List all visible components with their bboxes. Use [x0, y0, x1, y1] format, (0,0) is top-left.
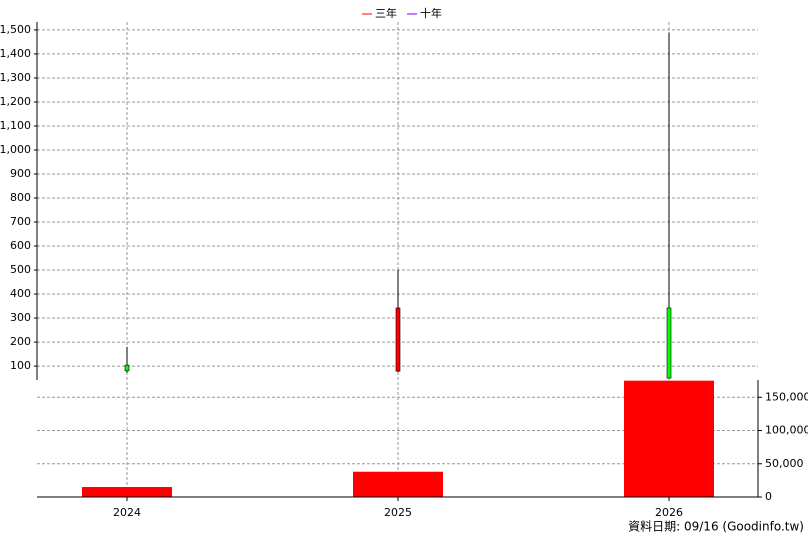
- y-tick-label: 900: [10, 167, 31, 180]
- y-tick-label: 400: [10, 287, 31, 300]
- x-tick-label: 2025: [384, 506, 412, 519]
- y2-tick-label: 100,000: [765, 424, 808, 437]
- y-tick-label: 700: [10, 215, 31, 228]
- y-tick-label: 800: [10, 191, 31, 204]
- volume-bar: [624, 380, 714, 497]
- x-tick-label: 2024: [113, 506, 141, 519]
- candle-body: [666, 307, 672, 379]
- y2-tick-label: 0: [765, 490, 772, 503]
- y-tick-label: 500: [10, 263, 31, 276]
- y-tick-label: 100: [10, 359, 31, 372]
- candle-body: [124, 364, 130, 372]
- y-tick-label: 1,400: [0, 47, 31, 60]
- y-tick-label: 1,300: [0, 71, 31, 84]
- legend-label: 十年: [420, 6, 442, 20]
- y-tick-label: 200: [10, 335, 31, 348]
- volume-bar: [82, 487, 172, 497]
- legend-label: 三年: [375, 6, 397, 20]
- y-tick-label: 1,000: [0, 143, 31, 156]
- y2-tick-label: 50,000: [765, 457, 804, 470]
- candle-body: [395, 307, 401, 372]
- y-tick-label: 600: [10, 239, 31, 252]
- footnote: 資料日期: 09/16 (Goodinfo.tw): [628, 520, 804, 534]
- y-tick-label: 1,100: [0, 119, 31, 132]
- y2-tick-label: 150,000: [765, 390, 808, 403]
- volume-bar: [353, 471, 443, 497]
- y-tick-label: 1,500: [0, 23, 31, 36]
- y-tick-label: 1,200: [0, 95, 31, 108]
- x-tick-label: 2026: [655, 506, 683, 519]
- y-tick-label: 300: [10, 311, 31, 324]
